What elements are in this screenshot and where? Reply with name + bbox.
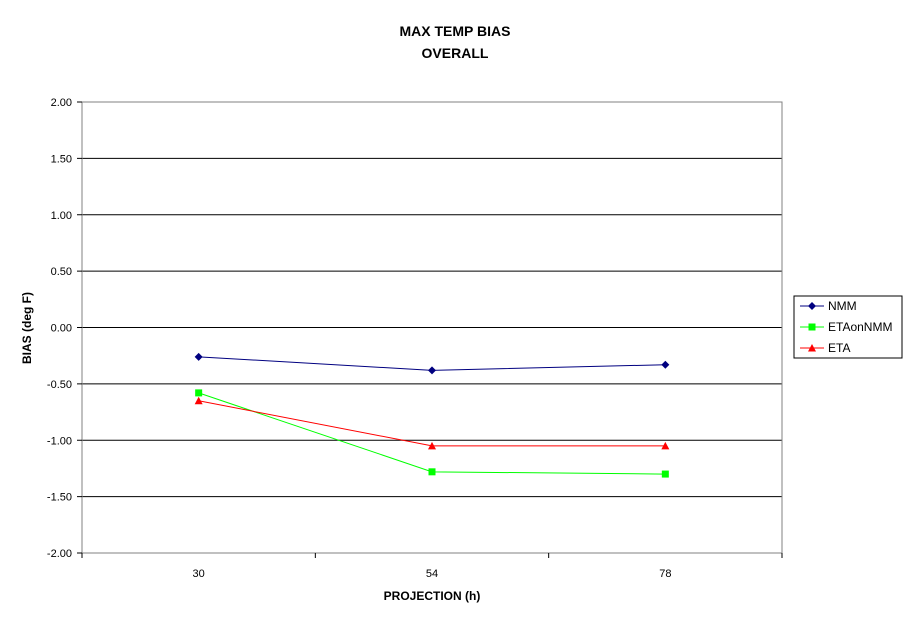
y-tick-label: 0.50 bbox=[51, 266, 72, 278]
chart-title: MAX TEMP BIAS bbox=[400, 23, 511, 39]
data-point-nmm bbox=[428, 366, 436, 375]
series-nmm bbox=[194, 352, 670, 375]
chart-subtitle: OVERALL bbox=[422, 45, 489, 61]
series-etaonnmm bbox=[195, 389, 669, 478]
data-point-eta bbox=[194, 396, 203, 405]
data-point-etaonnmm bbox=[428, 468, 436, 476]
legend: NMM ETAonNMM ETA bbox=[793, 295, 903, 359]
y-tick-label: -2.00 bbox=[47, 548, 72, 560]
y-axis-ticks: 2.00 1.50 1.00 0.50 0.00 -0.50 -1.00 -1.50 -2.00 bbox=[47, 97, 82, 560]
y-tick-label: 1.00 bbox=[51, 210, 72, 222]
legend-marker bbox=[808, 344, 816, 352]
y-tick-label: 1.50 bbox=[51, 153, 72, 165]
y-tick-label: -1.00 bbox=[47, 435, 72, 447]
series-line-eta bbox=[198, 400, 666, 447]
y-tick-label: 2.00 bbox=[51, 97, 72, 109]
x-axis-label: PROJECTION (h) bbox=[384, 589, 481, 603]
x-tick-label: 54 bbox=[426, 568, 438, 580]
legend-label: ETAonNMM bbox=[828, 320, 892, 334]
x-tick-label: 30 bbox=[193, 568, 205, 580]
legend-item-nmm: NMM bbox=[800, 299, 857, 313]
series-eta bbox=[194, 396, 670, 450]
data-point-etaonnmm bbox=[661, 470, 669, 478]
data-point-nmm bbox=[661, 360, 670, 369]
y-axis-label: BIAS (deg F) bbox=[20, 292, 34, 364]
series-line-etaonnmm bbox=[198, 392, 666, 475]
legend-marker bbox=[808, 323, 816, 331]
legend-item-eta: ETA bbox=[800, 341, 850, 355]
x-axis-ticks: 30 54 78 bbox=[81, 553, 783, 580]
gridlines bbox=[82, 157, 782, 498]
x-tick-label: 78 bbox=[659, 568, 671, 580]
data-point-eta bbox=[428, 441, 436, 450]
legend-label: NMM bbox=[828, 299, 857, 313]
series-lines bbox=[194, 352, 670, 478]
legend-label: ETA bbox=[828, 341, 850, 355]
legend-marker bbox=[808, 302, 816, 310]
y-tick-label: -1.50 bbox=[47, 492, 72, 504]
y-tick-label: -0.50 bbox=[47, 379, 72, 391]
y-tick-label: 0.00 bbox=[51, 323, 72, 335]
legend-item-etaonnmm: ETAonNMM bbox=[800, 320, 892, 334]
data-point-nmm bbox=[194, 352, 203, 361]
data-point-eta bbox=[661, 441, 670, 450]
data-point-etaonnmm bbox=[195, 389, 203, 397]
